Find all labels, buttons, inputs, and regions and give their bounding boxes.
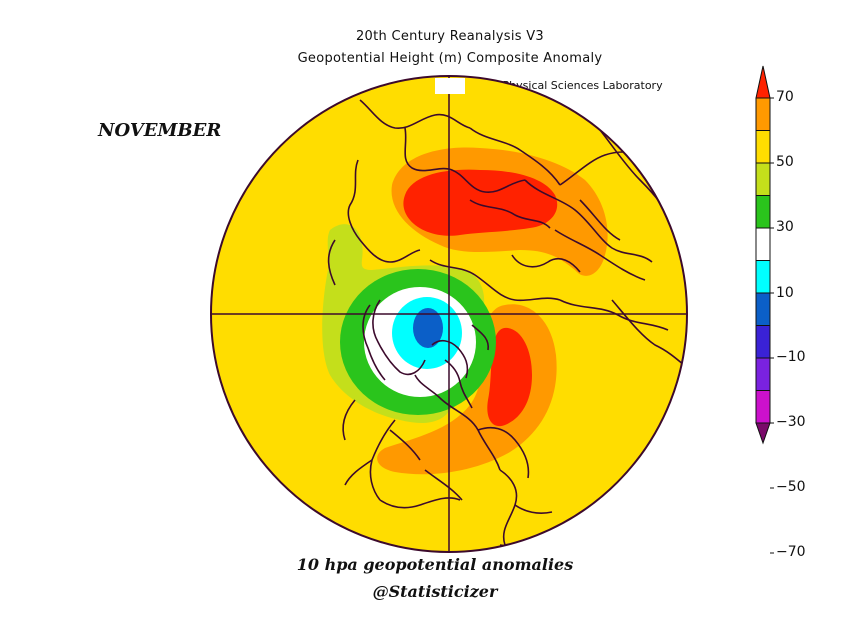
credit-background xyxy=(435,78,465,94)
colorbar-segment xyxy=(755,227,771,261)
colorbar-segment xyxy=(755,260,771,294)
colorbar-label-50: 50 xyxy=(776,154,794,170)
colorbar-segment xyxy=(755,357,771,391)
anomaly-eurasia-red xyxy=(403,169,558,236)
colorbar-label-minus50: −50 xyxy=(776,479,806,495)
colorbar-segment xyxy=(755,162,771,196)
colorbar-segment xyxy=(755,292,771,326)
month-label: NOVEMBER xyxy=(98,120,222,141)
anomaly-blue-core xyxy=(413,308,443,348)
colorbar-segment xyxy=(755,195,771,229)
colorbar-label-minus10: −10 xyxy=(776,349,806,365)
chart-title-line2: Geopotential Height (m) Composite Anomal… xyxy=(297,51,603,66)
colorbar-segment xyxy=(755,325,771,359)
colorbar-top-arrow xyxy=(755,65,771,99)
colorbar-segment xyxy=(755,390,771,424)
colorbar-segment xyxy=(755,97,771,131)
colorbar-label-10: 10 xyxy=(776,285,794,301)
colorbar-label-minus30: −30 xyxy=(776,414,806,430)
map-rim xyxy=(210,75,688,553)
caption-line1: 10 hpa geopotential anomalies xyxy=(296,555,574,574)
anomaly-na-red xyxy=(487,327,532,427)
colorbar-label-minus70: −70 xyxy=(776,544,806,560)
caption-line2: @Statisticizer xyxy=(372,582,498,601)
colorbar-bottom-arrow xyxy=(755,422,771,445)
colorbar-label-70: 70 xyxy=(776,89,794,105)
colorbar-label-30: 30 xyxy=(776,219,794,235)
chart-title-line1: 20th Century Reanalysis V3 xyxy=(355,29,544,44)
colorbar-segment xyxy=(755,130,771,164)
